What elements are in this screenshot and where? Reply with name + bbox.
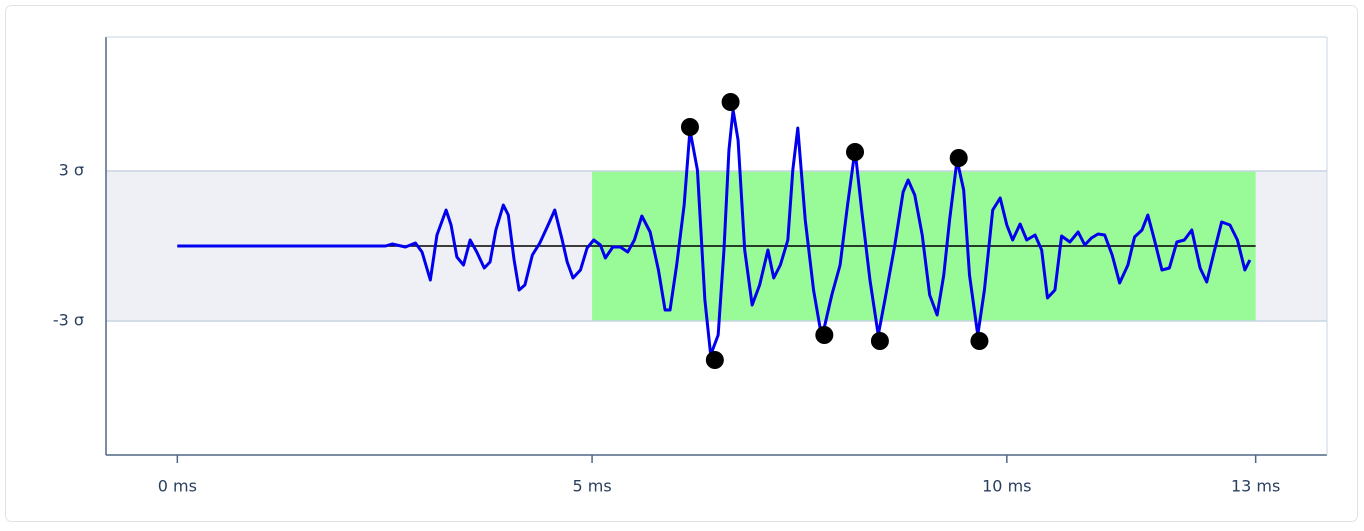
peak-marker [705,351,724,369]
x-tick-label: 10 ms [982,477,1031,496]
x-tick-label: 13 ms [1231,477,1280,496]
signal-line [177,108,1252,357]
peak-marker [680,118,699,136]
y-tick-label: 3 σ [59,161,84,180]
x-tick-label: 0 ms [158,477,197,496]
peak-marker [815,326,834,344]
peak-marker [846,143,865,161]
peak-marker [970,332,989,350]
peak-marker [870,332,889,350]
x-tick-label: 5 ms [572,477,611,496]
y-tick-label: -3 σ [53,311,84,330]
peak-marker [949,149,968,167]
peak-marker [721,93,740,111]
